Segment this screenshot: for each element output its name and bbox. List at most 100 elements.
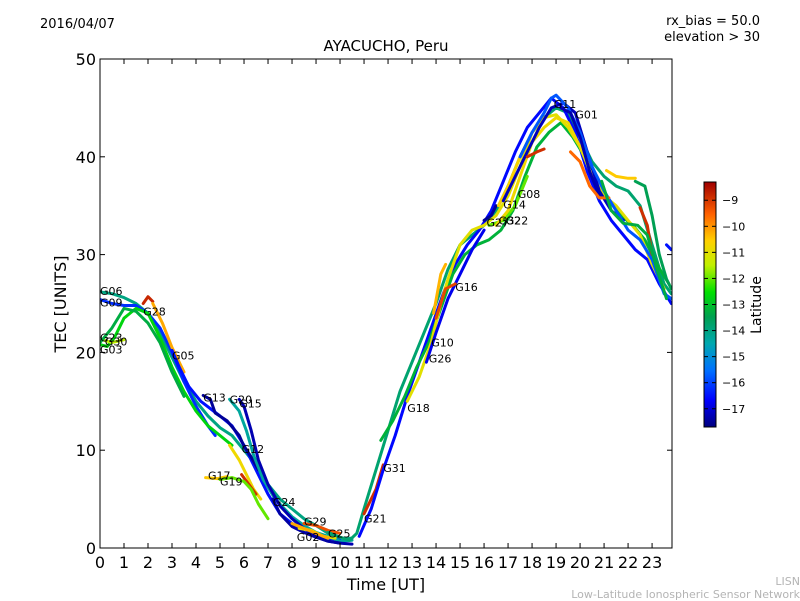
satellite-label: G17: [208, 470, 231, 483]
satellite-label: G22: [506, 214, 529, 227]
x-tick-label: 9: [311, 553, 321, 572]
trace-g17: [204, 475, 229, 481]
satellite-label: G05: [172, 349, 195, 362]
colorbar-tick-label: −12: [722, 272, 745, 285]
trace-g21: [362, 463, 385, 516]
date-label: 2016/04/07: [40, 17, 115, 32]
satellite-label: G31: [383, 462, 406, 475]
x-tick-label: 22: [618, 553, 638, 572]
satellite-label: G06: [100, 285, 123, 298]
trace-g31: [357, 96, 672, 538]
trace-g35: [665, 243, 672, 252]
trace-g19: [218, 476, 270, 521]
colorbar-tick-label: −13: [722, 299, 745, 312]
trace-g16: [434, 282, 457, 320]
trace-g22: [494, 116, 594, 227]
x-tick-label: 20: [570, 553, 590, 572]
trace-g01b: [569, 150, 611, 200]
trace-g25: [326, 106, 672, 542]
x-tick-label: 6: [239, 553, 249, 572]
y-tick-label: 50: [76, 50, 96, 69]
satellite-label: G27: [487, 216, 510, 229]
colorbar-tick-label: −14: [722, 325, 745, 338]
y-axis: 0 10 20 30 40 50: [76, 50, 672, 558]
trace-g06: [100, 290, 354, 540]
x-tick-label: 18: [522, 553, 542, 572]
satellite-label: G16: [455, 281, 478, 294]
satellite-label: G14: [503, 199, 526, 212]
satellite-label: G13: [203, 391, 226, 404]
satellite-label: G26: [429, 352, 452, 365]
satellite-label: G25: [328, 527, 351, 540]
trace-g28b: [151, 302, 186, 374]
x-tick-label: 15: [450, 553, 470, 572]
satellite-label: G24: [273, 496, 296, 509]
satellite-label: G32: [499, 214, 522, 227]
colorbar-tick-label: −15: [722, 351, 745, 364]
x-tick-label: 7: [263, 553, 273, 572]
x-axis: 0 1 2 3 4 5 6 7 8 9 10 11 12 13 14 15 16 17 18 19 20 21 22 23: [95, 59, 662, 572]
satellite-label: G28: [143, 305, 166, 318]
satellite-label: G01: [575, 109, 598, 122]
trace-g13: [201, 393, 260, 472]
x-tick-label: 5: [215, 553, 225, 572]
satellite-label: G30: [105, 336, 128, 349]
x-tick-label: 13: [402, 553, 422, 572]
y-axis-label: TEC [UNITS]: [51, 256, 70, 354]
x-tick-label: 19: [546, 553, 566, 572]
credit: LISN Low-Latitude Ionospheric Sensor Net…: [571, 575, 800, 601]
y-tick-label: 10: [76, 441, 96, 460]
trace-g33: [605, 169, 637, 180]
trace-g23: [100, 306, 234, 447]
satellite-label: G11: [554, 98, 577, 111]
credit-abbrev: LISN: [775, 575, 800, 588]
x-tick-label: 4: [191, 553, 201, 572]
y-tick-label: 0: [86, 539, 96, 558]
satellite-label: G19: [220, 476, 243, 489]
params-label: rx_bias = 50.0 elevation > 30: [664, 14, 760, 46]
satellite-label: G03: [100, 344, 123, 357]
trace-g29: [302, 522, 342, 535]
trace-g02: [290, 522, 330, 540]
x-axis-label: Time [UT]: [346, 575, 425, 594]
trace-g14: [497, 155, 522, 208]
y-tick-label: 40: [76, 148, 96, 167]
satellite-label: G10: [431, 337, 454, 350]
satellite-label: G09: [100, 297, 123, 310]
trace-g08b: [525, 147, 546, 159]
satellite-label: G20: [230, 393, 253, 406]
colorbar-tick-label: −17: [722, 403, 745, 416]
y-tick-label: 30: [76, 246, 96, 265]
x-tick-label: 2: [143, 553, 153, 572]
chart-title: AYACUCHO, Peru: [323, 37, 449, 55]
trace-g26: [424, 228, 486, 364]
x-tick-label: 16: [474, 553, 494, 572]
x-tick-label: 0: [95, 553, 105, 572]
trace-g30: [100, 338, 126, 345]
credit-name: Low-Latitude Ionospheric Sensor Network: [571, 588, 800, 601]
trace-g32: [487, 174, 529, 227]
satellite-label: G21: [364, 513, 387, 526]
colorbar-tick-label: −10: [722, 220, 745, 233]
satellite-label: G02: [297, 531, 320, 544]
trace-g01: [559, 106, 601, 198]
x-tick-label: 23: [642, 553, 662, 572]
x-tick-label: 14: [426, 553, 446, 572]
y-tick-label: 20: [76, 343, 96, 362]
satellite-label: G15: [239, 397, 262, 410]
satellite-label: G29: [304, 516, 327, 529]
plot-frame: [99, 58, 673, 549]
satellite-label: G12: [242, 443, 265, 456]
trace-g27: [482, 204, 498, 222]
satellite-label: G18: [407, 402, 430, 415]
trace-g28: [141, 295, 155, 305]
x-tick-label: 12: [378, 553, 398, 572]
x-tick-label: 21: [594, 553, 614, 572]
x-tick-label: 10: [330, 553, 350, 572]
x-tick-label: 1: [119, 553, 129, 572]
colorbar-tick-label: −16: [722, 377, 745, 390]
colorbar: −9 −10 −11 −12 −13 −14 −15 −16 −17 Latitude: [703, 181, 765, 428]
x-tick-label: 3: [167, 553, 177, 572]
x-tick-label: 17: [498, 553, 518, 572]
